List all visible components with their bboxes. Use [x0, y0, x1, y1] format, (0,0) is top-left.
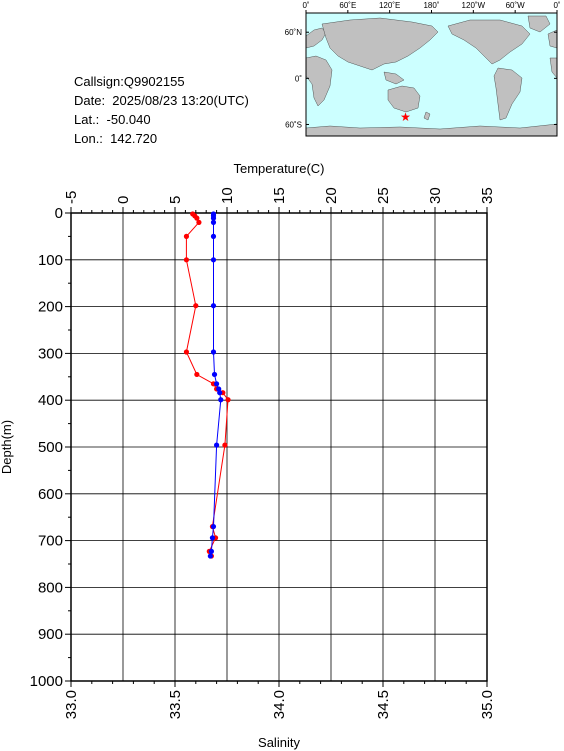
- temperature-tick-label: 5: [167, 196, 184, 204]
- salinity-point: [210, 257, 217, 263]
- depth-tick-label: 900: [38, 626, 63, 643]
- salinity-point: [208, 548, 214, 554]
- depth-tick-label: 1000: [30, 673, 63, 690]
- map-lon-label: 120˚W: [462, 1, 486, 10]
- salinity-point: [210, 233, 217, 239]
- land-africa: [305, 55, 333, 107]
- temperature-tick-label: 10: [219, 187, 236, 204]
- temperature-point: [194, 371, 200, 378]
- temperature-point: [193, 303, 199, 309]
- depth-tick-label: 0: [55, 205, 63, 222]
- temperature-point: [196, 219, 202, 225]
- temperature-tick-label: 15: [271, 187, 288, 204]
- map-lon-label: 60˚W: [506, 1, 526, 10]
- salinity-point: [214, 442, 220, 448]
- land-asia: [321, 17, 439, 71]
- date-text: Date: 2025/08/23 13:20(UTC): [74, 93, 249, 108]
- map-longitude-labels: 0˚ 60˚E 120˚E 180˚ 120˚W 60˚W 0˚: [302, 1, 560, 10]
- temperature-axis-title: Temperature(C): [233, 161, 324, 176]
- salinity-point: [210, 215, 217, 221]
- land-south-america: [493, 67, 523, 121]
- land-se-asia: [383, 71, 405, 85]
- depth-tick-label: 300: [38, 345, 63, 362]
- temperature-line: [185, 213, 229, 557]
- depth-tick-label: 100: [38, 252, 63, 269]
- salinity-tick-label: 33.0: [63, 690, 80, 719]
- latitude-text: Lat.: -50.040: [74, 112, 151, 127]
- land-masses: [305, 15, 558, 137]
- land-greenland: [527, 15, 551, 33]
- salinity-point: [210, 523, 217, 530]
- map-lat-label: 60˚N: [285, 28, 303, 37]
- world-map: 0˚ 60˚E 120˚E 180˚ 120˚W 60˚W 0˚ 60˚N 0˚ 60˚S ★: [285, 1, 561, 137]
- salinity-tick-label: 34.0: [271, 690, 288, 719]
- depth-axis-title: Depth(m): [0, 420, 14, 474]
- salinity-point: [217, 390, 223, 396]
- salinity-point: [209, 535, 216, 541]
- temperature-tick-labels: -5 0 5 10 15 20 25 30 35: [63, 187, 496, 204]
- land-new-zealand: [423, 111, 431, 121]
- salinity-tick-label: 34.5: [375, 690, 392, 719]
- profile-series: [183, 211, 231, 559]
- depth-tick-label: 800: [38, 579, 63, 596]
- temperature-point: [183, 257, 190, 263]
- salinity-point: [218, 397, 224, 403]
- map-latitude-labels: 60˚N 0˚ 60˚S: [285, 28, 303, 129]
- depth-tick-label: 700: [38, 533, 63, 550]
- temperature-point: [183, 233, 190, 239]
- temperature-point: [194, 215, 200, 221]
- map-lon-label: 180˚: [423, 1, 439, 10]
- minor-ticks: [65, 207, 488, 687]
- map-lat-label: 0˚: [295, 74, 302, 83]
- temperature-tick-label: 25: [375, 187, 392, 204]
- salinity-tick-labels: 33.0 33.5 34.0 34.5 35.0: [63, 690, 496, 719]
- map-lon-label: 60˚E: [339, 1, 356, 10]
- salinity-point: [211, 371, 218, 378]
- salinity-point: [210, 219, 217, 225]
- salinity-tick-label: 33.5: [167, 690, 184, 719]
- salinity-point: [207, 553, 213, 559]
- map-lon-label: 120˚E: [379, 1, 400, 10]
- station-info: Callsign:Q9902155 Date: 2025/08/23 13:20…: [74, 72, 249, 148]
- longitude-text: Lon.: 142.720: [74, 131, 158, 146]
- map-lat-label: 60˚S: [285, 120, 302, 129]
- map-ticks: [305, 10, 558, 125]
- depth-tick-label: 600: [38, 486, 63, 503]
- land-australia: [387, 85, 421, 113]
- station-marker-star-icon: ★: [400, 110, 411, 124]
- salinity-point: [214, 381, 220, 387]
- temperature-tick-label: 30: [427, 187, 444, 204]
- temperature-tick-label: 35: [479, 187, 496, 204]
- salinity-point: [210, 349, 217, 355]
- depth-tick-labels: 0 100 200 300 400 500 600 700 800 900 1000: [30, 205, 63, 690]
- temperature-point: [225, 397, 231, 403]
- salinity-tick-label: 35.0: [479, 690, 496, 719]
- chart-grid: [70, 212, 488, 682]
- salinity-axis-title: Salinity: [258, 735, 300, 750]
- temperature-tick-label: 20: [323, 187, 340, 204]
- temperature-point: [222, 442, 228, 448]
- temperature-point: [183, 349, 190, 355]
- map-lon-label: 0˚: [553, 1, 560, 10]
- map-lon-label: 0˚: [302, 1, 309, 10]
- salinity-point: [210, 303, 217, 309]
- temperature-tick-label: 0: [115, 196, 132, 204]
- temperature-tick-label: -5: [63, 191, 80, 204]
- callsign-text: Callsign:Q9902155: [74, 74, 185, 89]
- depth-tick-label: 200: [38, 299, 63, 316]
- land-north-america: [447, 19, 531, 65]
- depth-tick-label: 500: [38, 439, 63, 456]
- depth-tick-label: 400: [38, 392, 63, 409]
- land-europe-africa: [305, 27, 327, 49]
